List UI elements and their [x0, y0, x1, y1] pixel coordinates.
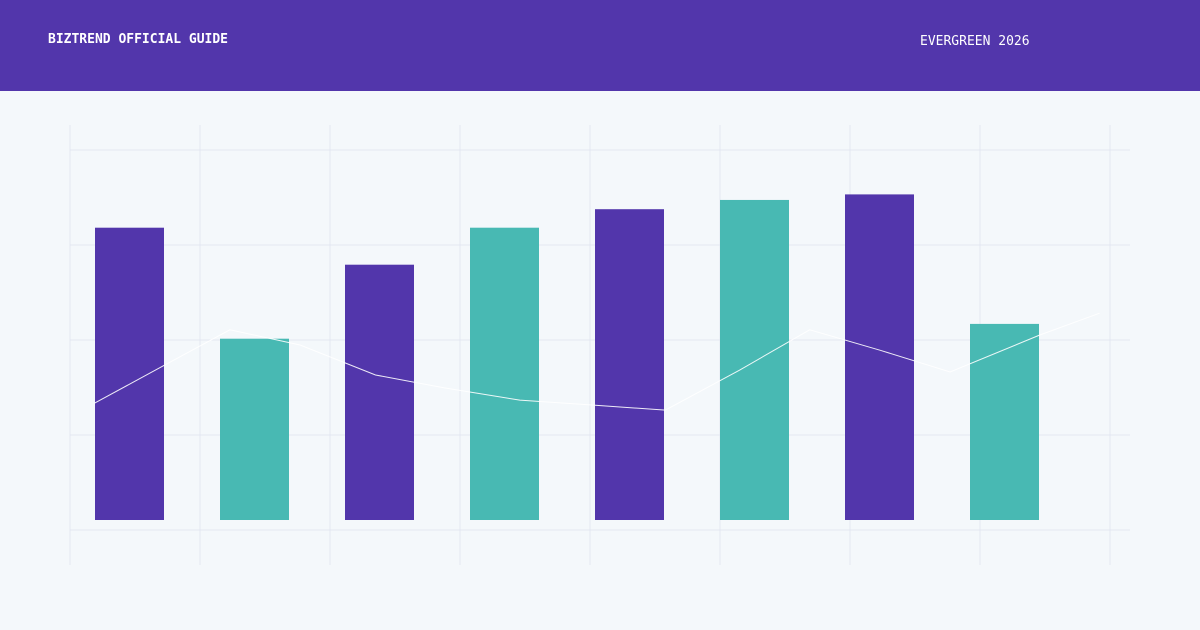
header-tag: EVERGREEN 2026: [920, 34, 1030, 49]
bar: [720, 199, 789, 520]
trend-line: [94, 312, 1100, 411]
bar: [595, 209, 664, 520]
header-title: BIZTREND OFFICIAL GUIDE: [48, 32, 229, 47]
bar: [220, 338, 289, 520]
bar: [970, 323, 1039, 520]
bar: [470, 227, 539, 520]
bar: [345, 264, 414, 520]
header: BIZTREND OFFICIAL GUIDE EVERGREEN 2026: [0, 0, 1200, 91]
bar: [95, 227, 164, 520]
